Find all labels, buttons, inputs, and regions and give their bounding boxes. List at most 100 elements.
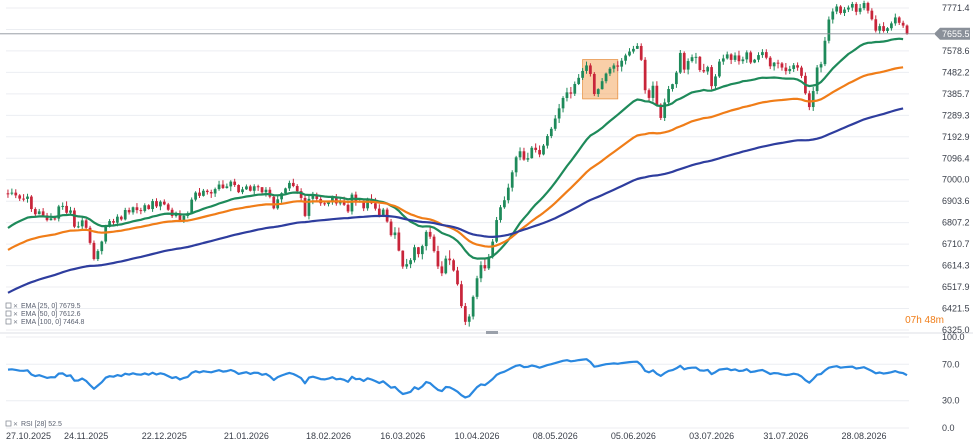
candle-body — [538, 149, 541, 155]
candle-body — [444, 258, 448, 274]
date-tick-label: 27.10.2025 — [6, 431, 51, 441]
candle — [444, 255, 448, 275]
candle — [88, 225, 92, 245]
current-price-label: 7655.5 — [942, 29, 970, 39]
candle — [213, 187, 217, 197]
candle — [256, 184, 260, 191]
candle — [22, 194, 25, 202]
candle — [209, 189, 213, 198]
candle-body — [577, 77, 581, 84]
candle-body — [272, 196, 276, 209]
candle-body — [542, 145, 545, 155]
candle-body — [596, 89, 600, 95]
candle-body — [651, 85, 655, 98]
candle — [882, 22, 885, 33]
candle-body — [331, 197, 334, 202]
candle — [827, 16, 831, 44]
candle-body — [772, 62, 776, 67]
candle — [393, 227, 397, 239]
candle — [538, 145, 541, 158]
candle — [651, 81, 655, 102]
candle-body — [389, 221, 393, 236]
candle — [702, 63, 706, 74]
candle-body — [84, 220, 88, 228]
legend-close-icon: ✕ — [13, 311, 18, 318]
candle — [698, 56, 702, 72]
date-tick-label: 28.08.2026 — [842, 431, 887, 441]
price-tick-label: 6517.9 — [942, 282, 970, 292]
candle-body — [718, 61, 721, 77]
candle-body — [592, 73, 596, 95]
candle-body — [635, 45, 639, 49]
candle-body — [327, 201, 330, 205]
candle — [475, 275, 479, 300]
legend-label: EMA [50, 0] 7612.6 — [21, 311, 81, 318]
rsi-visibility-icon — [5, 420, 12, 427]
candle-body — [659, 104, 663, 118]
candle — [784, 63, 788, 75]
candle-body — [893, 17, 897, 24]
candle-body — [686, 61, 690, 70]
candle — [432, 234, 436, 253]
candle-body — [503, 200, 506, 208]
rsi-label: RSI [28] 52.5 — [21, 421, 62, 428]
candle-body — [41, 211, 45, 216]
candle — [57, 204, 61, 222]
candle — [506, 183, 510, 204]
candle-body — [675, 72, 678, 85]
candle — [10, 188, 14, 196]
candle — [542, 143, 545, 156]
candle — [729, 53, 733, 65]
candle-body — [866, 2, 870, 11]
candle — [811, 86, 815, 111]
candle-body — [96, 251, 100, 260]
candle-body — [710, 67, 713, 87]
candle — [127, 207, 131, 215]
candle — [190, 197, 194, 214]
legend-visibility-icon — [5, 302, 12, 309]
candle-body — [745, 52, 749, 60]
candle — [479, 261, 483, 283]
candle-body — [655, 85, 659, 105]
candle — [643, 57, 647, 94]
candle — [198, 187, 201, 199]
candle — [874, 15, 878, 33]
candle — [389, 218, 393, 237]
candle — [815, 64, 819, 95]
candle-body — [639, 45, 643, 60]
candle-body — [776, 62, 780, 64]
candle — [749, 50, 753, 65]
ema-25-line — [7, 37, 904, 260]
candle — [671, 83, 674, 92]
candle-body — [256, 186, 260, 188]
candle-body — [796, 65, 799, 68]
candle — [424, 230, 428, 251]
candle — [428, 227, 432, 239]
candle-body — [479, 265, 483, 279]
candle — [205, 189, 209, 195]
date-tick-label: 18.02.2026 — [306, 431, 351, 441]
price-tick-label: 6903.6 — [942, 196, 970, 206]
date-tick-label: 16.03.2026 — [380, 431, 425, 441]
candle-body — [155, 201, 158, 207]
candle — [346, 203, 350, 214]
panel-resize-handle — [486, 331, 498, 334]
candle — [893, 13, 897, 26]
candle-body — [495, 220, 498, 242]
candle — [401, 250, 405, 269]
candle-body — [843, 9, 846, 14]
candle — [534, 143, 538, 153]
candle — [616, 61, 620, 72]
candle — [589, 63, 592, 77]
candle — [690, 54, 694, 63]
candle-body — [417, 247, 420, 255]
legend-label: EMA [100, 0] 7464.8 — [21, 319, 85, 326]
candle-body — [182, 215, 186, 221]
price-axis[interactable]: 7771.4 7578.6 7482.2 7385.7 7289.3 7192.9 7096… — [942, 3, 970, 335]
candle-body — [632, 48, 635, 52]
candle — [612, 63, 616, 73]
candle — [37, 208, 41, 215]
ema-lines — [7, 37, 904, 294]
price-tick-label: 6614.3 — [942, 261, 970, 271]
